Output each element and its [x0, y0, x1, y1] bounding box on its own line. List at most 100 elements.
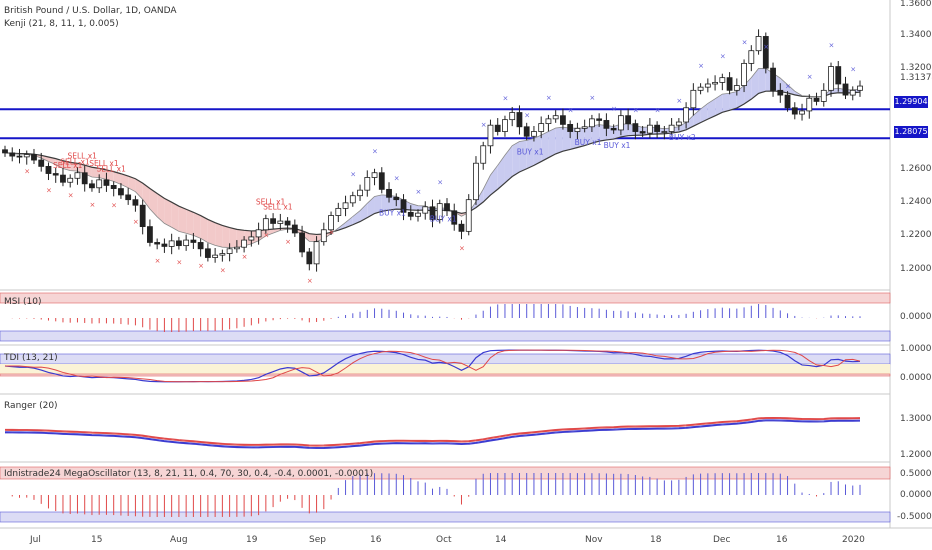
candle-body: [60, 174, 66, 183]
candle-body: [168, 240, 175, 247]
candle-body: [733, 85, 740, 91]
candle-body: [31, 154, 37, 161]
candle-body: [110, 185, 117, 189]
candle-body: [103, 179, 110, 186]
kenji-cloud: [265, 229, 274, 236]
candle-body: [697, 86, 704, 91]
level-tag-2: 1.28075: [894, 126, 928, 138]
kenji-cloud: [555, 127, 563, 154]
signal-marker: ×: [242, 253, 248, 261]
candle-body: [828, 66, 834, 91]
signal-marker: ×: [285, 238, 291, 246]
candle-body: [748, 50, 755, 64]
tdi-signal-line: [5, 349, 861, 383]
kenji-cloud: [570, 128, 578, 150]
candle-body: [799, 110, 805, 115]
signal-marker: ×: [676, 97, 682, 105]
price-tick: 1.22000: [900, 230, 932, 240]
kenji-cloud: [519, 140, 527, 173]
signal-annotation: BUY x2: [669, 133, 696, 142]
kenji-cloud: [77, 163, 85, 174]
candle-body: [458, 223, 465, 232]
kenji-cloud: [722, 93, 730, 113]
candle-body: [806, 97, 813, 112]
kenji-cloud: [533, 135, 542, 166]
candle-body: [777, 89, 784, 96]
time-tick: Sep: [309, 535, 326, 545]
signal-marker: ×: [611, 105, 617, 113]
kenji-cloud: [352, 210, 361, 225]
candle-body: [16, 155, 23, 158]
candle-body: [183, 239, 190, 247]
signal-marker: ×: [850, 65, 856, 73]
kenji-cloud: [113, 171, 121, 185]
candle-body: [429, 206, 436, 220]
kenji-cloud: [106, 169, 114, 182]
level-tag-1: 1.29904: [894, 96, 928, 108]
candle-body: [617, 115, 624, 131]
candle-body: [407, 211, 414, 217]
candle-body: [690, 89, 697, 109]
ranger-upper-line: [4, 418, 861, 447]
kenji-cloud: [736, 85, 745, 109]
candle-body: [444, 203, 450, 212]
ranger-upper-line: [4, 416, 861, 446]
signal-marker: ×: [524, 111, 530, 119]
candle-body: [139, 204, 146, 228]
candle-body: [89, 183, 95, 189]
signal-marker: ×: [807, 73, 813, 81]
candle-body: [415, 212, 421, 217]
candle-body: [813, 97, 820, 102]
ranger-upper-line: [4, 417, 861, 446]
kenji-cloud: [128, 176, 136, 192]
signal-marker: ×: [350, 171, 356, 179]
candle-body: [538, 123, 545, 132]
mega-overbought-band: [0, 466, 891, 480]
candle-body: [118, 188, 124, 196]
time-tick: Jul: [30, 535, 41, 545]
candle-body: [262, 218, 269, 231]
kenji-cloud: [548, 127, 556, 158]
signal-marker: ×: [329, 229, 335, 237]
tdi-mid-band: [0, 364, 890, 374]
signal-marker: ×: [263, 232, 269, 240]
candle-body: [277, 220, 284, 224]
candle-body: [589, 118, 595, 128]
candle-body: [371, 172, 378, 178]
time-tick: 16: [776, 535, 788, 545]
kenji-cloud: [686, 115, 694, 130]
signal-annotation: BUY x1: [379, 208, 406, 217]
signal-annotation: BUY x1: [575, 138, 602, 147]
indicator-title: Kenji (21, 8, 11, 1, 0.005): [4, 19, 119, 29]
kenji-cloud: [577, 127, 585, 148]
signal-marker: ×: [546, 94, 552, 102]
candle-body: [683, 107, 690, 123]
candle-body: [349, 195, 356, 204]
candle-body: [335, 207, 342, 216]
candle-body: [132, 199, 139, 206]
time-tick: 15: [91, 535, 103, 545]
signal-annotation: SELL x1: [263, 202, 293, 211]
candle-body: [603, 120, 610, 129]
tdi-title: TDI (13, 21): [4, 353, 58, 363]
candle-body: [516, 112, 523, 128]
candle-body: [610, 127, 617, 131]
signal-marker: ×: [763, 43, 769, 51]
candle-body: [306, 251, 313, 265]
candle-body: [400, 199, 407, 213]
kenji-cloud: [526, 138, 534, 169]
candle-body: [465, 199, 472, 232]
signal-marker: ×: [698, 62, 704, 70]
time-tick: 16: [370, 535, 382, 545]
candle-body: [762, 36, 769, 69]
signal-marker: ×: [220, 267, 226, 275]
kenji-cloud: [504, 145, 513, 183]
candle-body: [161, 243, 168, 247]
candle-body: [625, 115, 632, 125]
candle-body: [313, 241, 320, 265]
kenji-cloud: [729, 91, 737, 111]
tdi-lower-band: [0, 373, 891, 377]
kenji-cloud: [591, 124, 600, 144]
